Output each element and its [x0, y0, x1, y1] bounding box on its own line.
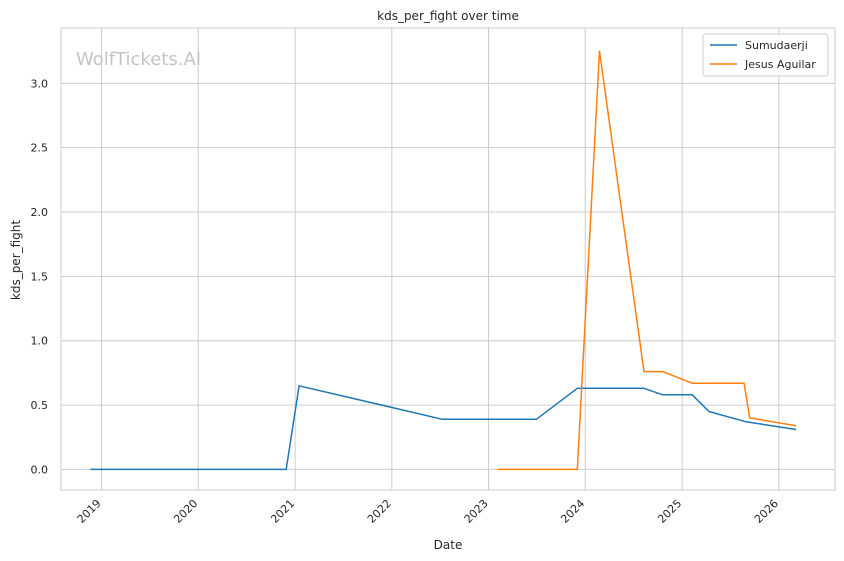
x-tick-label: 2026: [752, 497, 781, 526]
y-tick-label: 2.0: [31, 206, 49, 219]
y-axis-label: kds_per_fight: [9, 220, 23, 301]
y-tick-label: 3.0: [31, 77, 49, 90]
x-tick-label: 2024: [558, 497, 587, 526]
x-tick-label: 2019: [75, 497, 104, 526]
y-grid: [61, 82, 835, 470]
y-tick-label: 1.0: [31, 335, 49, 348]
chart-title: kds_per_fight over time: [377, 9, 519, 23]
x-tick-label: 2023: [462, 497, 491, 526]
y-tick-labels: 0.0 0.5 1.0 1.5 2.0 2.5 3.0: [31, 77, 49, 476]
legend-label-jesus-aguilar: Jesus Aguilar: [744, 58, 816, 71]
series-lines: [90, 50, 797, 471]
legend-label-sumudaerji: Sumudaerji: [745, 39, 808, 52]
y-tick-label: 0.0: [31, 463, 49, 476]
x-tick-label: 2021: [268, 497, 297, 526]
x-tick-label: 2025: [655, 497, 684, 526]
x-tick-label: 2020: [171, 497, 200, 526]
series-line-jesus-aguilar: [497, 50, 797, 471]
y-tick-label: 0.5: [31, 399, 49, 412]
x-grid: [101, 28, 780, 490]
x-tick-labels: 2019 2020 2021 2022 2023 2024 2025 2026: [75, 497, 781, 526]
watermark: WolfTickets.AI: [76, 49, 201, 70]
x-axis-label: Date: [434, 538, 463, 552]
plot-frame: [60, 27, 836, 491]
y-tick-label: 1.5: [31, 270, 49, 283]
x-tick-label: 2022: [365, 497, 394, 526]
series-line-sumudaerji: [90, 385, 797, 471]
legend: Sumudaerji Jesus Aguilar: [702, 33, 829, 77]
y-tick-label: 2.5: [31, 142, 49, 155]
